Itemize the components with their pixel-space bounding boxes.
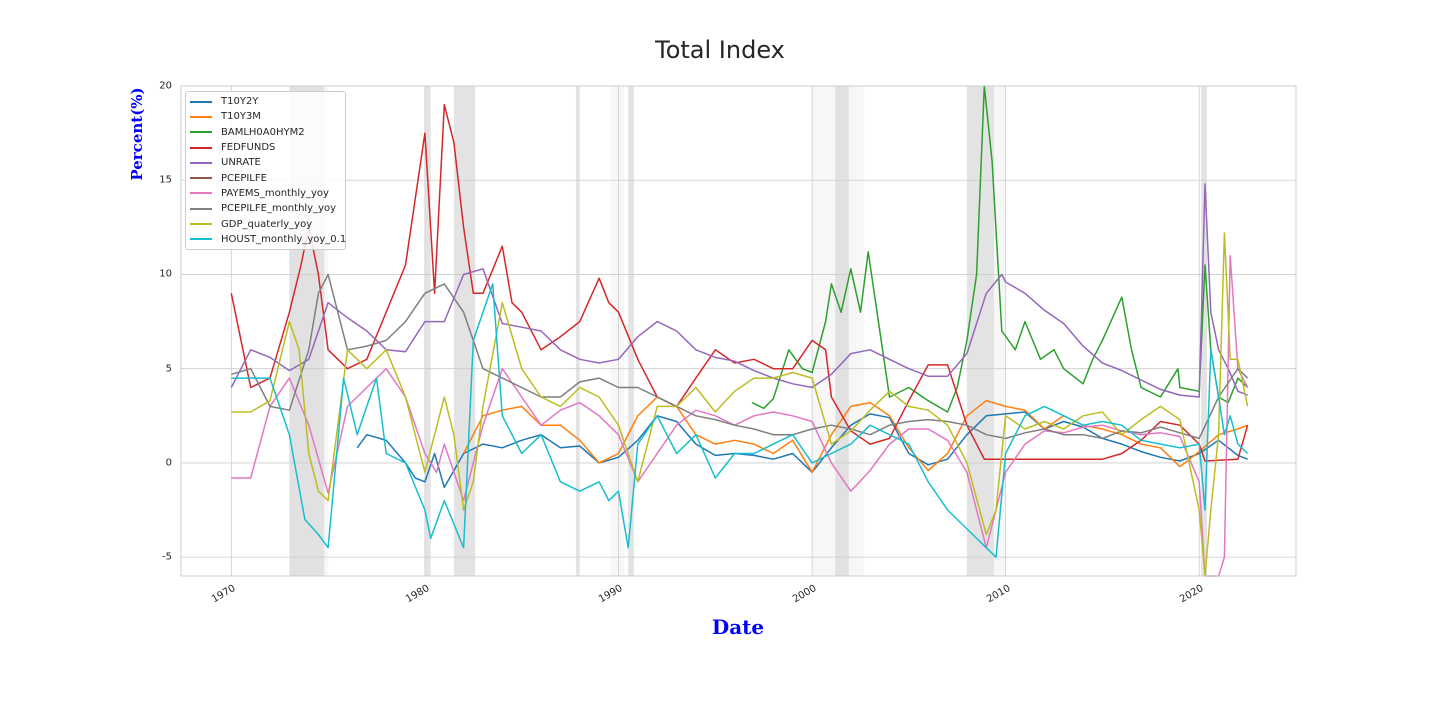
legend-label: T10Y2Y (221, 96, 258, 107)
series-line-PAYEMS_monthly_yoy (231, 256, 1247, 576)
recession-band-3 (576, 86, 580, 576)
y-tick-label: -5 (110, 552, 172, 563)
recession-band-2 (454, 86, 475, 576)
y-axis-label: Percent(%) (128, 87, 146, 180)
legend-label: PAYEMS_monthly_yoy (221, 188, 329, 199)
legend-swatch (190, 238, 212, 240)
legend-item: PCEPILFE_monthly_yoy (186, 201, 345, 216)
legend-item: GDP_quaterly_yoy (186, 216, 345, 231)
x-axis-label: Date (0, 615, 1440, 639)
legend-swatch (190, 223, 212, 225)
legend-label: HOUST_monthly_yoy_0.1 (221, 234, 346, 245)
recession-band-5 (835, 86, 849, 576)
legend-swatch (190, 177, 212, 179)
legend-swatch (190, 101, 212, 103)
series-line-GDP_quaterly_yoy (231, 233, 1247, 576)
legend-swatch (190, 147, 212, 149)
legend-label: BAMLH0A0HYM2 (221, 127, 305, 138)
legend-swatch (190, 192, 212, 194)
legend-item: HOUST_monthly_yoy_0.1 (186, 232, 345, 247)
y-tick-label: 20 (110, 81, 172, 92)
y-tick-label: 15 (110, 175, 172, 186)
recession-band-6 (967, 86, 994, 576)
series-line-HOUST_monthly_yoy_0.1 (231, 284, 1247, 557)
light-shade-1 (611, 86, 625, 576)
legend-swatch (190, 131, 212, 133)
legend-label: UNRATE (221, 157, 261, 168)
legend-item: FEDFUNDS (186, 140, 345, 155)
legend-label: PCEPILFE_monthly_yoy (221, 203, 336, 214)
legend-item: UNRATE (186, 155, 345, 170)
legend-label: T10Y3M (221, 111, 261, 122)
legend-item: T10Y3M (186, 109, 345, 124)
legend-item: T10Y2Y (186, 94, 345, 109)
legend: T10Y2Y T10Y3M BAMLH0A0HYM2 FEDFUNDS UNRATE PC… (185, 91, 346, 250)
legend-item: BAMLH0A0HYM2 (186, 125, 345, 140)
series-line-UNRATE (231, 184, 1247, 397)
series-line-FEDFUNDS (231, 105, 1247, 461)
legend-label: FEDFUNDS (221, 142, 275, 153)
y-tick-label: 10 (110, 269, 172, 280)
y-tick-label: 0 (110, 457, 172, 468)
light-shade-3 (994, 86, 1006, 576)
legend-swatch (190, 208, 212, 210)
legend-item: PAYEMS_monthly_yoy (186, 186, 345, 201)
legend-label: GDP_quaterly_yoy (221, 219, 312, 230)
series-lines (231, 86, 1247, 576)
legend-item: PCEPILFE (186, 170, 345, 185)
y-tick-label: 5 (110, 363, 172, 374)
legend-swatch (190, 116, 212, 118)
legend-swatch (190, 162, 212, 164)
legend-label: PCEPILFE (221, 173, 267, 184)
chart-title: Total Index (0, 36, 1440, 64)
